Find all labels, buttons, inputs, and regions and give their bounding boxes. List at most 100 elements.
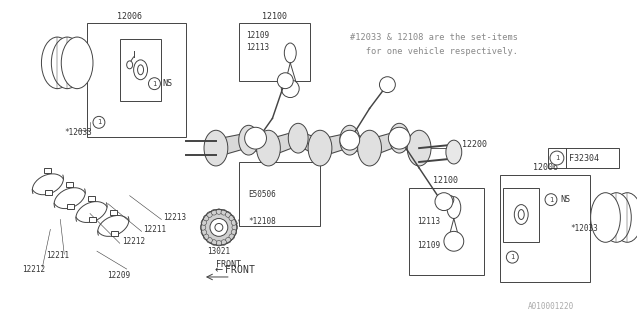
Ellipse shape — [448, 196, 454, 204]
Ellipse shape — [407, 130, 431, 166]
Text: 12113: 12113 — [246, 43, 269, 52]
Text: 13021: 13021 — [207, 247, 230, 256]
Ellipse shape — [42, 37, 73, 89]
Ellipse shape — [221, 240, 227, 245]
Text: F32304: F32304 — [569, 154, 599, 163]
Ellipse shape — [380, 77, 396, 92]
Ellipse shape — [225, 237, 231, 243]
Bar — [120, 39, 161, 100]
Bar — [409, 188, 484, 275]
Ellipse shape — [200, 225, 206, 230]
Text: 12212: 12212 — [122, 237, 145, 246]
Ellipse shape — [239, 125, 259, 155]
Ellipse shape — [204, 215, 209, 221]
Ellipse shape — [231, 220, 237, 225]
Ellipse shape — [284, 43, 296, 63]
Bar — [239, 23, 310, 81]
Ellipse shape — [204, 130, 228, 166]
Ellipse shape — [518, 210, 524, 220]
Ellipse shape — [515, 204, 528, 224]
Text: E50506: E50506 — [248, 190, 276, 199]
Ellipse shape — [229, 215, 234, 221]
Text: 12211: 12211 — [143, 225, 166, 234]
Ellipse shape — [215, 223, 223, 231]
Ellipse shape — [211, 240, 217, 245]
Ellipse shape — [591, 193, 620, 242]
Text: *12108: *12108 — [248, 218, 276, 227]
Ellipse shape — [61, 37, 93, 89]
Ellipse shape — [207, 212, 212, 217]
Bar — [45, 190, 52, 195]
Ellipse shape — [506, 251, 518, 263]
Ellipse shape — [216, 241, 221, 246]
Bar — [239, 162, 320, 227]
Bar — [500, 175, 589, 282]
Bar — [110, 210, 116, 214]
Ellipse shape — [358, 130, 381, 166]
Text: *12033: *12033 — [64, 128, 92, 137]
Text: 12200: 12200 — [461, 140, 487, 148]
Ellipse shape — [204, 234, 209, 239]
Bar — [89, 218, 96, 222]
Ellipse shape — [148, 78, 161, 90]
Text: 12006: 12006 — [532, 163, 557, 172]
Ellipse shape — [389, 123, 409, 153]
Text: FRONT: FRONT — [216, 260, 241, 269]
Polygon shape — [216, 133, 248, 157]
Ellipse shape — [201, 210, 237, 245]
Text: 12006: 12006 — [117, 12, 142, 21]
Bar — [87, 23, 186, 137]
Ellipse shape — [612, 193, 640, 242]
Bar — [504, 188, 539, 242]
Text: 1: 1 — [555, 155, 559, 161]
Ellipse shape — [340, 130, 360, 150]
Text: 1: 1 — [549, 197, 553, 203]
Ellipse shape — [201, 220, 207, 225]
Ellipse shape — [51, 37, 83, 89]
Ellipse shape — [229, 234, 234, 239]
Text: NS: NS — [163, 79, 172, 88]
Ellipse shape — [134, 60, 147, 80]
Ellipse shape — [277, 73, 293, 89]
Ellipse shape — [340, 125, 360, 155]
Ellipse shape — [282, 80, 299, 98]
Text: $\leftarrow$FRONT: $\leftarrow$FRONT — [213, 263, 256, 275]
Ellipse shape — [93, 116, 105, 128]
Ellipse shape — [127, 61, 132, 69]
Text: 12100: 12100 — [433, 176, 458, 185]
Ellipse shape — [446, 140, 461, 164]
Polygon shape — [298, 131, 320, 157]
Polygon shape — [248, 133, 268, 157]
Text: 12109: 12109 — [417, 241, 440, 250]
Text: 12211: 12211 — [46, 251, 70, 260]
Polygon shape — [268, 131, 298, 157]
Ellipse shape — [545, 194, 557, 206]
Ellipse shape — [244, 127, 266, 149]
Polygon shape — [399, 131, 419, 157]
Ellipse shape — [211, 210, 217, 215]
Polygon shape — [320, 133, 349, 157]
Polygon shape — [369, 131, 399, 157]
Ellipse shape — [201, 229, 207, 235]
Text: 12109: 12109 — [246, 31, 269, 40]
Text: 12212: 12212 — [22, 265, 45, 274]
Ellipse shape — [216, 209, 221, 214]
Ellipse shape — [308, 130, 332, 166]
Text: #12033 & 12108 are the set-items: #12033 & 12108 are the set-items — [349, 33, 518, 42]
Ellipse shape — [231, 229, 237, 235]
Ellipse shape — [388, 127, 410, 149]
Ellipse shape — [444, 231, 464, 251]
Ellipse shape — [447, 197, 461, 219]
Ellipse shape — [232, 225, 237, 230]
Ellipse shape — [225, 212, 231, 217]
Ellipse shape — [435, 193, 453, 211]
Text: NS: NS — [560, 195, 570, 204]
Text: 1: 1 — [510, 254, 515, 260]
Bar — [111, 231, 118, 236]
Text: 12213: 12213 — [163, 213, 186, 222]
Bar — [67, 204, 74, 209]
Bar — [66, 182, 73, 187]
Polygon shape — [349, 133, 369, 157]
Bar — [548, 148, 620, 168]
Ellipse shape — [207, 237, 212, 243]
